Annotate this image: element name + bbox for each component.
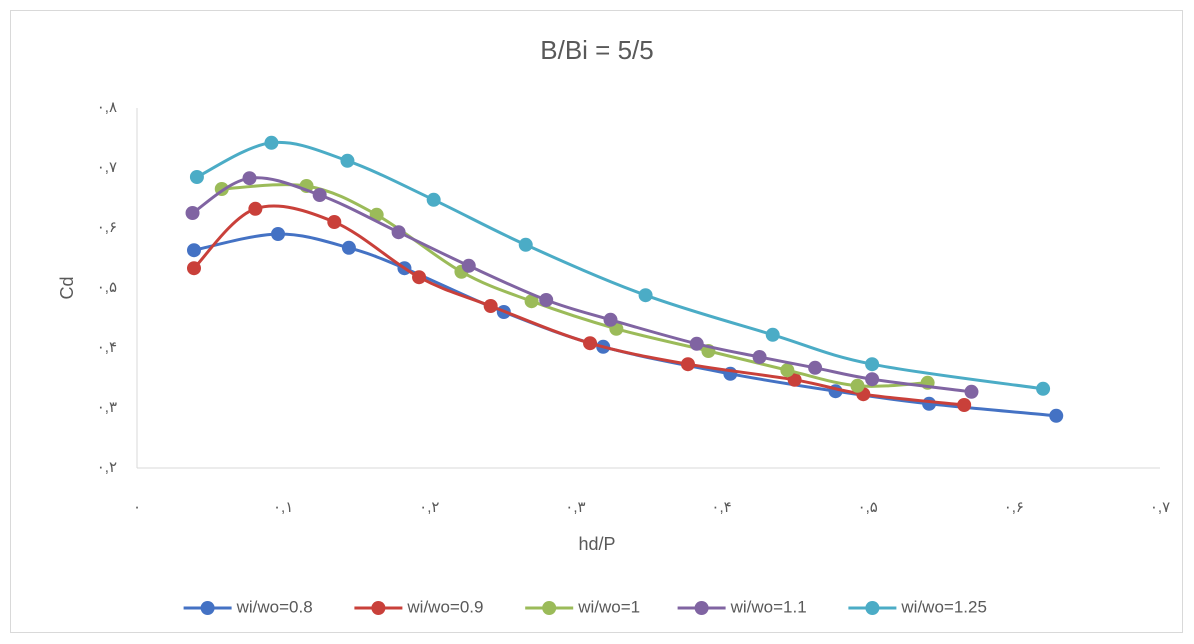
data-point [248,201,263,216]
x-tick-label: ۰ [133,499,141,516]
x-tick-label: ۰,۵ [858,499,878,516]
data-point [1049,408,1064,423]
data-point [752,350,767,364]
data-point [865,357,880,372]
y-tick-label: ۰,۳ [97,399,117,416]
legend-label: wi/wo=1.25 [900,597,987,616]
legend-marker [371,601,386,615]
data-point [242,171,257,186]
y-tick-label: ۰,۷ [97,159,117,176]
data-point [787,372,802,387]
data-point [341,240,356,255]
data-point [922,396,937,411]
x-tick-label: ۰,۳ [565,499,585,516]
data-point [264,135,279,150]
data-point [689,336,704,351]
y-tick-label: ۰,۵ [97,279,117,296]
x-tick-label: ۰,۷ [1150,499,1170,516]
data-point [518,237,533,252]
data-point [865,372,880,387]
legend-marker [542,601,557,615]
data-point [327,215,342,229]
legend-label: wi/wo=1 [577,597,640,616]
data-point [461,258,476,273]
data-point [808,360,823,375]
data-point [1036,381,1051,396]
y-tick-label: ۰,۶ [97,219,117,236]
data-point [957,398,972,412]
data-point [583,336,598,351]
data-point [312,188,327,202]
data-point [186,243,201,258]
data-point [483,299,498,313]
data-point [539,293,554,307]
data-point [680,357,695,372]
x-tick-label: ۰,۲ [419,499,439,516]
y-axis-label: Cd [57,276,77,299]
x-axis-label: hd/P [578,534,615,554]
x-tick-label: ۰,۶ [1004,499,1024,516]
data-point [189,170,204,184]
data-point [524,294,539,309]
data-point [185,206,200,220]
legend-marker [694,601,709,615]
legend-label: wi/wo=1.1 [730,597,807,616]
x-tick-label: ۰,۴ [711,499,731,516]
data-point [340,153,355,168]
x-tick-label: ۰,۱ [273,499,293,516]
y-tick-label: ۰,۲ [97,459,117,476]
chart-title: B/Bi = 5/5 [540,35,653,65]
legend-label: wi/wo=0.8 [236,597,313,616]
legend-marker [200,601,215,615]
legend-marker [865,601,880,615]
data-point [638,288,653,303]
data-point [426,192,441,207]
y-tick-label: ۰,۴ [97,339,117,356]
series-line [221,183,928,388]
data-point [412,270,427,285]
data-point [964,384,979,399]
data-point [780,363,795,378]
data-point [603,312,618,327]
data-point [850,378,865,393]
data-point [271,227,286,241]
data-point [186,261,201,276]
legend-label: wi/wo=0.9 [406,597,483,616]
data-point [765,327,780,342]
y-tick-label: ۰,۸ [97,99,117,116]
series-line [192,204,965,407]
data-point [391,225,406,240]
